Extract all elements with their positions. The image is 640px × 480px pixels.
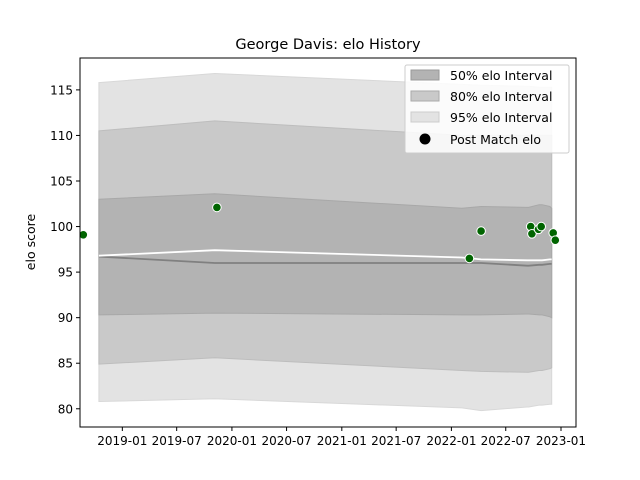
post-match-point-1 xyxy=(78,230,89,240)
y-tick-label-100: 100 xyxy=(50,220,73,234)
legend-label-points: Post Match elo xyxy=(450,132,541,147)
post-match-point-3 xyxy=(464,253,475,264)
x-tick-label-2021-07: 2021-07 xyxy=(371,434,421,448)
y-tick-label-110: 110 xyxy=(50,129,73,143)
legend-label-80: 80% elo Interval xyxy=(450,89,552,104)
y-tick-label-85: 85 xyxy=(58,357,73,371)
estimate-line xyxy=(98,249,552,262)
legend-label-50: 50% elo Interval xyxy=(450,68,552,83)
x-axis-ticks: 2019-01 2019-07 2020-01 2020-07 2021-01 2021-… xyxy=(97,427,586,448)
y-axis-ticks: 80 85 90 95 100 105 110 115 xyxy=(50,83,80,416)
x-tick-label-2019-07: 2019-07 xyxy=(152,434,202,448)
interval-bands xyxy=(98,72,553,412)
x-tick-label-2020-07: 2020-07 xyxy=(261,434,311,448)
y-tick-label-105: 105 xyxy=(50,175,73,189)
post-match-points xyxy=(78,202,561,264)
legend-swatch-95 xyxy=(410,111,440,123)
legend-swatch-50 xyxy=(410,69,440,81)
x-tick-label-2022-07: 2022-07 xyxy=(481,434,531,448)
post-match-point-8 xyxy=(536,221,547,232)
x-tick-label-2021-01: 2021-01 xyxy=(317,434,367,448)
mean-line xyxy=(98,255,552,267)
post-match-point-6 xyxy=(527,229,537,239)
x-tick-label-2023-01: 2023-01 xyxy=(536,434,586,448)
y-tick-label-115: 115 xyxy=(50,83,73,97)
x-tick-label-2022-01: 2022-01 xyxy=(426,434,476,448)
post-match-point-10 xyxy=(550,235,561,245)
x-tick-label-2020-01: 2020-01 xyxy=(207,434,257,448)
y-tick-label-90: 90 xyxy=(58,311,73,325)
trend-lines xyxy=(98,249,552,267)
plot-frame xyxy=(79,57,577,428)
legend-swatch-80 xyxy=(410,90,440,102)
legend-label-95: 95% elo Interval xyxy=(450,110,552,125)
post-match-point-4 xyxy=(476,226,486,236)
y-tick-label-80: 80 xyxy=(58,402,73,416)
y-tick-label-95: 95 xyxy=(58,266,73,280)
band-50 xyxy=(98,193,553,319)
y-axis-label: elo score xyxy=(23,214,38,271)
legend: 50% elo Interval 80% elo Interval 95% el… xyxy=(404,64,570,154)
legend-box xyxy=(404,64,570,154)
legend-marker-point xyxy=(419,133,431,145)
post-match-point-2 xyxy=(212,202,222,213)
chart-title: George Davis: elo History xyxy=(235,37,421,53)
x-tick-label-2019-01: 2019-01 xyxy=(97,434,147,448)
